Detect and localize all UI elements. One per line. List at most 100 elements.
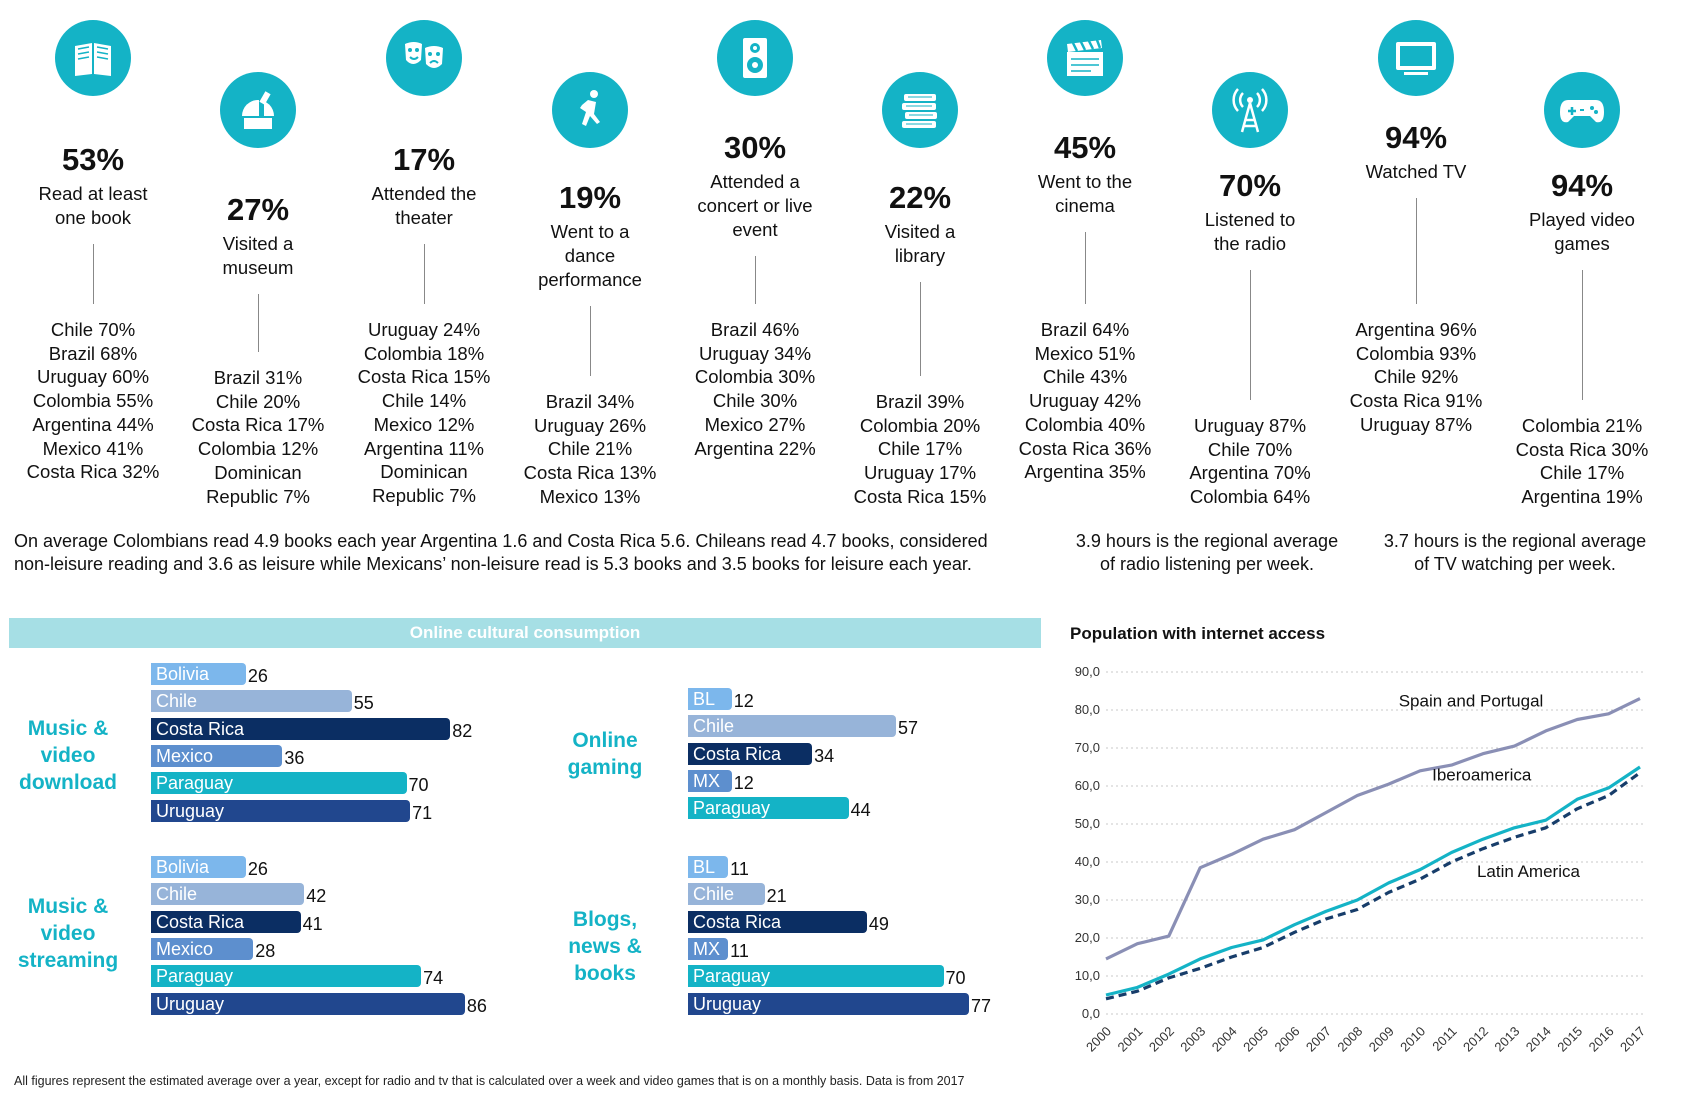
bar-value-label: 55 <box>353 693 374 714</box>
y-tick-label: 20,0 <box>1075 930 1100 945</box>
connector-line <box>1416 198 1417 304</box>
stat-description: Attended the theater <box>344 182 504 230</box>
radio-note-line: of radio listening per week. <box>1099 554 1315 574</box>
bar-value-label: 34 <box>814 745 835 766</box>
stat-percentage: 94% <box>1550 168 1614 203</box>
country-breakdown: Argentina 96% Colombia 93% Chile 92% Costa … <box>1334 318 1498 437</box>
country-value: Costa Rica 13% <box>523 462 657 484</box>
bar: Chile <box>688 883 765 906</box>
tv-icon-badge <box>1378 20 1454 96</box>
country-value: Mexico 51% <box>1034 342 1136 364</box>
stat-description-line: theater <box>395 207 453 228</box>
books-stack-icon-badge <box>882 72 958 148</box>
stat-percentage: 19% <box>558 180 622 215</box>
radio-note-line: 3.9 hours is the regional average <box>1075 531 1339 551</box>
country-value: Mexico 41% <box>42 437 144 459</box>
country-value: Uruguay 87% <box>1193 415 1307 436</box>
stat-percentage: 27% <box>226 192 290 227</box>
speaker-icon <box>743 38 767 78</box>
radio-note: 3.9 hours is the regional average of rad… <box>1062 530 1352 576</box>
stat-description-line: cinema <box>1055 195 1115 216</box>
series-label: Iberoamerica <box>1432 765 1532 784</box>
x-tick-label: 2006 <box>1272 1024 1303 1055</box>
y-tick-label: 90,0 <box>1075 664 1100 679</box>
country-value: Argentina 35% <box>1024 461 1146 483</box>
stat-description: Listened to the radio <box>1170 208 1330 256</box>
country-value: Uruguay 17% <box>863 462 977 484</box>
country-value: Colombia 12% <box>197 438 319 460</box>
clapperboard-icon <box>1067 39 1103 76</box>
bar-value-label: 77 <box>971 995 992 1016</box>
speaker-icon-badge <box>717 20 793 96</box>
stat-percentage: 53% <box>61 142 125 177</box>
bar-value-label: 44 <box>850 800 871 821</box>
country-value: Chile 70% <box>1207 438 1293 460</box>
series-line <box>1105 771 1641 1001</box>
bar-group-label: Music & video download <box>5 715 131 796</box>
stat-description: Visited a library <box>840 220 1000 268</box>
bar: Uruguay <box>151 799 411 822</box>
connector-line <box>590 306 591 376</box>
stat-description: Watched TV <box>1336 160 1496 184</box>
bar-group-label-line: video <box>40 922 96 945</box>
country-value: Uruguay 60% <box>36 366 150 388</box>
x-tick-label: 2003 <box>1177 1024 1208 1055</box>
stat-description-line: Read at least <box>38 183 148 204</box>
book-icon <box>75 43 111 76</box>
y-tick-label: 50,0 <box>1075 816 1100 831</box>
stat-description-line: museum <box>222 257 294 278</box>
stat-percentage: 17% <box>392 142 456 177</box>
tv-note-line: 3.7 hours is the regional average <box>1383 531 1647 551</box>
theater-masks-icon-badge <box>386 20 462 96</box>
bar-group-label-line: Blogs, <box>572 908 638 931</box>
country-value: Uruguay 87% <box>1359 413 1473 435</box>
bar: Chile <box>151 690 352 713</box>
bar: Bolivia <box>151 856 246 878</box>
bar-value-label: 70 <box>408 775 429 796</box>
connector-line <box>1250 270 1251 400</box>
stat-description-line: Watched TV <box>1365 161 1467 182</box>
bar-value-label: 26 <box>247 859 268 879</box>
series-line <box>1105 697 1641 961</box>
bar-group-label-line: news & <box>568 935 642 958</box>
stat-description-line: Visited a <box>222 233 294 254</box>
country-value: Mexico 12% <box>373 413 475 435</box>
country-value: Argentina 96% <box>1355 319 1477 340</box>
country-value: Argentina 19% <box>1521 486 1643 508</box>
country-breakdown: Brazil 46% Uruguay 34% Colombia 30% Chile 3… <box>673 318 837 460</box>
country-value: Uruguay 26% <box>533 414 647 436</box>
stat-description-line: games <box>1554 233 1610 254</box>
bar: MX <box>688 937 729 960</box>
dancer-icon <box>580 90 600 126</box>
country-value: Colombia 64% <box>1189 486 1311 508</box>
radio-tower-icon-badge <box>1212 72 1288 148</box>
country-value: Costa Rica 30% <box>1515 438 1649 460</box>
books-stack-icon <box>902 94 937 128</box>
online-consumption-banner: Online cultural consumption <box>9 618 1041 648</box>
country-value: Chile 92% <box>1373 366 1459 388</box>
observatory-icon-badge <box>220 72 296 148</box>
country-value: Brazil 46% <box>710 319 800 340</box>
x-tick-label: 2016 <box>1586 1024 1617 1055</box>
stat-description-line: event <box>732 219 778 240</box>
tv-note: 3.7 hours is the regional average of TV … <box>1370 530 1660 576</box>
country-breakdown: Colombia 21% Costa Rica 30% Chile 17% Argen… <box>1500 414 1664 509</box>
country-value: Brazil 31% <box>213 367 303 388</box>
x-tick-label: 2017 <box>1617 1024 1648 1055</box>
country-breakdown: Uruguay 24% Colombia 18% Costa Rica 15% Chi… <box>342 318 506 508</box>
y-tick-label: 80,0 <box>1075 702 1100 717</box>
stat-description-line: one book <box>54 207 132 228</box>
country-value: Costa Rica 91% <box>1349 390 1483 412</box>
bar: MX <box>688 769 732 792</box>
dancer-icon-badge <box>552 72 628 148</box>
tv-note-line: of TV watching per week. <box>1414 554 1616 574</box>
bar-value-label: 42 <box>306 886 327 907</box>
country-value: Brazil 34% <box>545 391 635 412</box>
y-tick-label: 10,0 <box>1075 968 1100 983</box>
connector-line <box>1582 270 1583 400</box>
bar-value-label: 28 <box>255 940 276 961</box>
stat-description-line: the radio <box>1214 233 1286 254</box>
x-tick-label: 2015 <box>1554 1024 1585 1055</box>
tv-icon <box>1396 42 1436 75</box>
